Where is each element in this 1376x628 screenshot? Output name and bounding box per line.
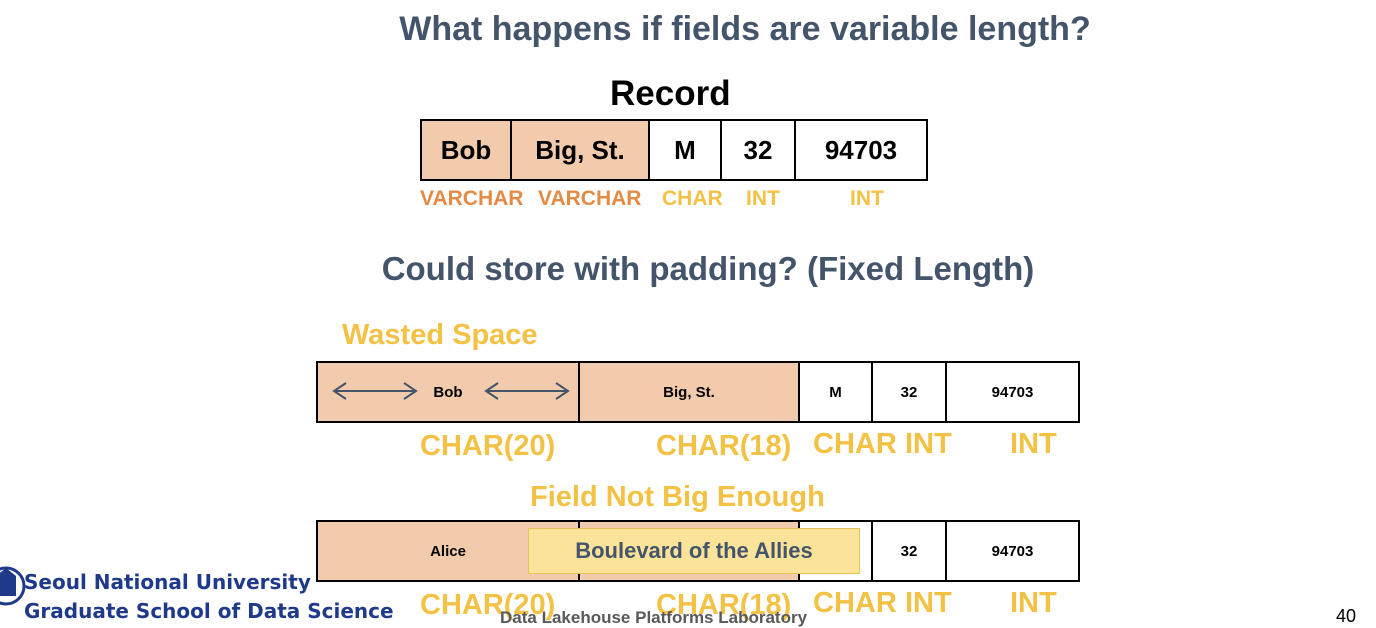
fixed-length-row-1: Bob Big, St. M 32 94703 [316,361,1080,423]
record-cell-name: Bob [422,121,512,179]
row1-type-int-2: INT [1010,428,1057,460]
type-label-varchar-1: VARCHAR [420,187,524,210]
row1-cell-age: 32 [873,363,947,421]
row2-cell-gender [800,522,873,580]
row2-type-char: CHAR [813,587,897,619]
double-arrow-right-icon [484,382,570,400]
record-cell-zip: 94703 [824,134,898,165]
row1-cell-name-text: Bob [433,383,463,401]
row1-cell-address: Big, St. [580,363,800,421]
row2-cell-zip: 94703 [991,542,1034,560]
row1-cell-zip: 94703 [991,383,1034,401]
record-row: Bob Big, St. M 32 94703 [420,119,928,181]
type-label-int-2: INT [850,187,884,210]
snu-logo-icon [0,566,26,606]
slide-subtitle: Could store with padding? (Fixed Length) [381,250,1035,287]
row1-type-char18: CHAR(18) [656,430,792,462]
record-cell-gender: M [650,121,722,179]
type-label-varchar-2: VARCHAR [538,187,642,210]
university-name: Seoul National University [24,570,311,594]
row1-cell-name: Bob [318,363,580,421]
row2-type-char20: CHAR(20) [420,589,556,621]
university-branding: Seoul National University Graduate Schoo… [24,568,394,626]
double-arrow-left-icon [332,382,418,400]
record-cell-age: 32 [722,121,796,179]
type-label-char: CHAR [662,187,723,210]
row1-type-char20: CHAR(20) [420,430,556,462]
field-not-big-enough-label: Field Not Big Enough [530,481,825,513]
row2-cell-age: 32 [873,522,947,580]
page-number: 40 [1336,606,1357,626]
lab-name: Data Lakehouse Platforms Laboratory [500,608,808,627]
slide-title: What happens if fields are variable leng… [399,10,1091,48]
overflow-address-box: Boulevard of the Allies [528,528,860,574]
type-label-int-1: INT [746,187,780,210]
row2-type-int-2: INT [1010,587,1057,619]
record-label: Record [610,74,731,113]
record-cell-address: Big, St. [512,121,650,179]
row2-type-int-1: INT [905,587,952,619]
school-name: Graduate School of Data Science [24,599,394,623]
row2-type-char18: CHAR(18) [656,589,792,621]
row1-type-int-1: INT [905,428,952,460]
row1-type-char: CHAR [813,428,897,460]
row1-cell-gender: M [800,363,873,421]
wasted-space-label: Wasted Space [342,319,538,351]
